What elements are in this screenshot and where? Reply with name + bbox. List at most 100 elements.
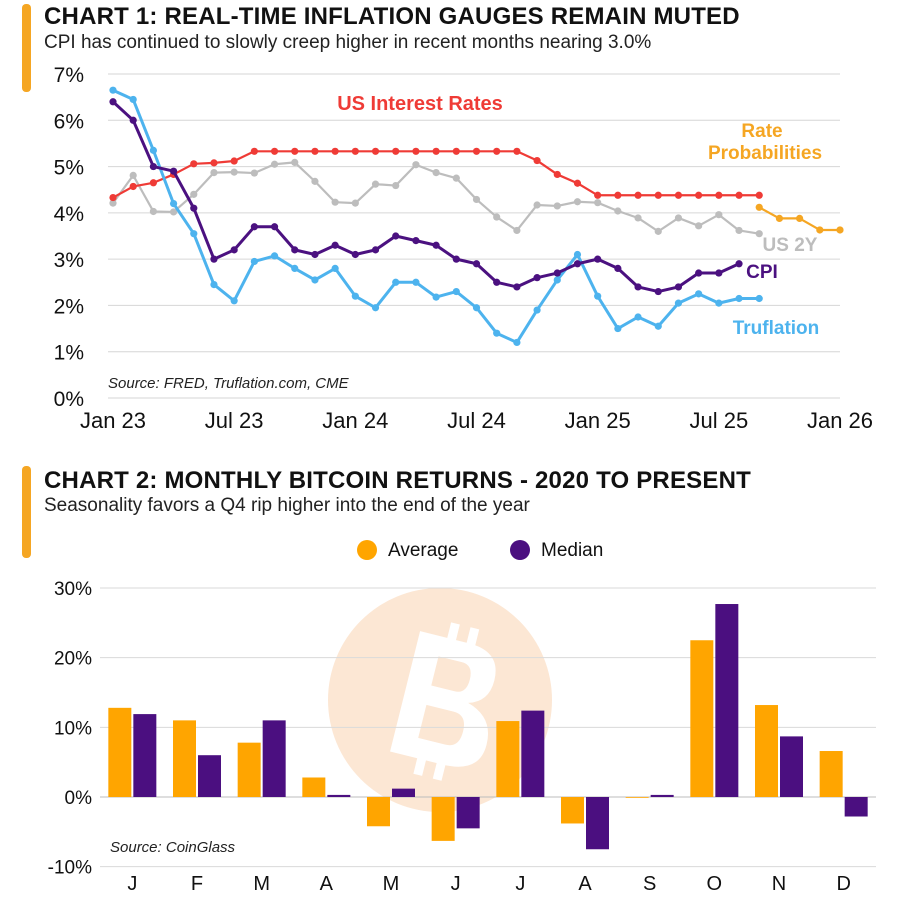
data-point-truflation [129, 95, 137, 104]
bar-average [625, 797, 649, 798]
chart1-label-us-interest-rates: US Interest Rates [337, 93, 503, 115]
bar-average [690, 640, 714, 797]
data-point-truflation [331, 264, 339, 272]
data-point-us-interest-rates [755, 191, 763, 199]
chart1-gridlines [108, 73, 840, 399]
data-point-us-2y [351, 199, 359, 207]
bar-average [819, 751, 843, 797]
chart2-y-tick-label: 20% [54, 649, 92, 670]
chart1-label-truflation: Truflation [733, 318, 820, 339]
bar-median [392, 788, 415, 797]
data-point-truflation [270, 252, 279, 260]
data-point-truflation [533, 306, 541, 314]
chart2-subtitle: Seasonality favors a Q4 rip higher into … [44, 495, 530, 516]
bar-median [844, 797, 868, 817]
data-point-us-2y [250, 169, 258, 177]
data-point-truflation [250, 257, 258, 266]
data-point-cpi [210, 255, 218, 263]
data-point-us-2y [654, 227, 662, 235]
bar-median [198, 755, 221, 797]
bar-average [173, 720, 196, 797]
data-point-us-2y [553, 202, 561, 210]
data-point-cpi [573, 260, 582, 268]
data-point-us-2y [270, 160, 279, 168]
chart1-x-tick-label: Jul 23 [205, 408, 264, 433]
data-point-us-2y [371, 180, 380, 188]
data-point-us-2y [472, 195, 481, 204]
chart1-y-tick-label: 2% [54, 295, 84, 318]
data-point-cpi [452, 255, 460, 263]
data-point-us-interest-rates [472, 147, 481, 155]
data-point-truflation [210, 281, 218, 289]
data-point-us-interest-rates [452, 147, 460, 155]
data-point-us-interest-rates [573, 179, 582, 187]
data-point-us-interest-rates [109, 193, 117, 202]
chart2-x-tick-label: M [253, 873, 270, 895]
chart1-x-ticks: Jan 23 Jul 23 Jan 24 Jul 24 Jan 25 Jul 25 Jan … [80, 408, 873, 433]
data-point-cpi [472, 260, 481, 268]
chart1-source: Source: FRED, Truflation.com, CME [108, 375, 350, 392]
data-point-us-interest-rates [270, 147, 279, 155]
data-point-truflation [573, 250, 582, 259]
legend-median-label: Median [541, 540, 603, 561]
data-point-us-2y [573, 198, 582, 206]
data-point-us-2y [331, 198, 339, 206]
chart1-label-us2y: US 2Y [763, 235, 818, 256]
data-point-rate-probabilities [816, 226, 824, 234]
chart2-bars [108, 604, 868, 850]
bar-median [715, 604, 739, 797]
chart2-x-tick-label: J [515, 873, 525, 895]
chart1-y-tick-label: 3% [54, 249, 84, 272]
data-point-truflation [654, 322, 662, 330]
data-point-cpi [614, 264, 622, 272]
data-point-us-2y [412, 161, 420, 169]
series-line-cpi [111, 100, 741, 294]
data-point-truflation [715, 299, 723, 307]
chart2-x-tick-label: M [383, 873, 400, 895]
data-point-us-2y [392, 181, 400, 190]
data-point-us-interest-rates [674, 191, 683, 199]
chart1-x-tick-label: Jan 23 [80, 408, 146, 433]
legend-median-marker [510, 540, 530, 560]
data-point-truflation [371, 304, 380, 312]
data-point-us-interest-rates [634, 191, 642, 199]
data-point-us-2y [210, 168, 218, 177]
chart1-label-rate-prob-line2: Probabilities [708, 143, 822, 164]
chart1-y-tick-label: 4% [54, 203, 84, 226]
bar-average [367, 797, 390, 827]
bar-average [302, 777, 326, 797]
data-point-us-interest-rates [553, 170, 561, 179]
bar-median [521, 710, 545, 797]
chart1-x-tick-label: Jan 24 [322, 408, 388, 433]
data-point-truflation [109, 86, 117, 94]
data-point-truflation [169, 200, 178, 208]
bar-median [780, 736, 803, 797]
chart1-x-tick-label: Jul 24 [447, 408, 506, 433]
bar-median [133, 714, 157, 797]
data-point-us-interest-rates [513, 147, 521, 155]
data-point-us-interest-rates [594, 191, 602, 199]
chart1-x-tick-label: Jul 25 [689, 408, 748, 433]
data-point-cpi [412, 237, 420, 245]
data-point-rate-probabilities [836, 226, 844, 234]
data-point-rate-probabilities [755, 203, 763, 211]
chart2-source: Source: CoinGlass [110, 839, 236, 856]
data-point-us-2y [452, 174, 460, 182]
data-point-truflation [230, 297, 238, 305]
data-point-truflation [634, 313, 642, 321]
data-point-rate-probabilities [796, 214, 804, 223]
chart2-title: CHART 2: MONTHLY BITCOIN RETURNS - 2020 … [44, 467, 751, 494]
bar-median [586, 797, 609, 850]
data-point-cpi [270, 223, 279, 231]
data-point-us-interest-rates [695, 191, 703, 199]
chart2-y-tick-label: 10% [54, 718, 92, 739]
chart2-x-tick-label: S [643, 873, 656, 895]
bar-median [262, 720, 286, 797]
chart1-y-tick-label: 6% [54, 110, 84, 133]
chart1-title: CHART 1: REAL-TIME INFLATION GAUGES REMA… [44, 3, 740, 30]
data-point-cpi [654, 287, 662, 296]
data-point-us-interest-rates [493, 147, 501, 155]
data-point-us-2y [735, 226, 743, 235]
data-point-us-2y [533, 201, 541, 209]
